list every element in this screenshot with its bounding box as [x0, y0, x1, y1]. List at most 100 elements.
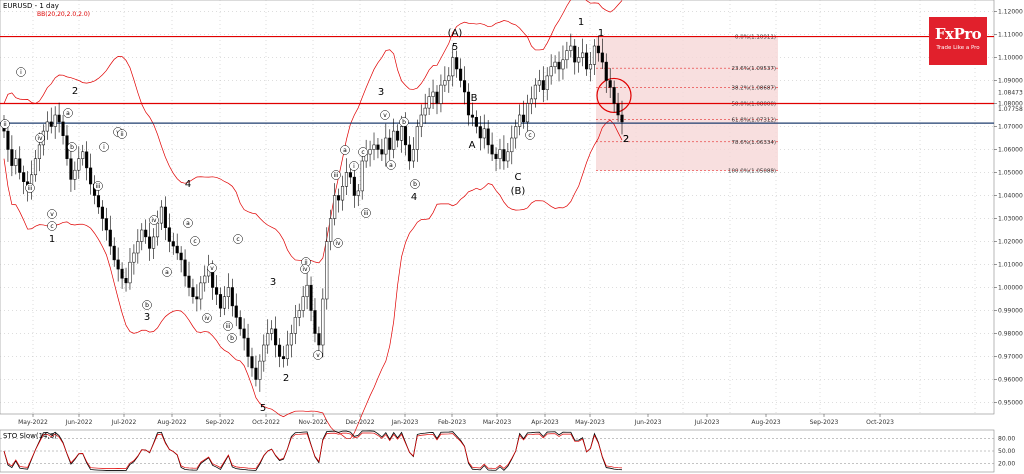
- candle-body: [549, 66, 553, 77]
- candle-body: [620, 114, 624, 123]
- candle-body: [258, 360, 262, 380]
- wave-label: 1: [598, 28, 604, 39]
- candle-body: [167, 227, 171, 242]
- candle-body: [246, 337, 250, 357]
- wave-small-label: i: [353, 163, 355, 170]
- candles: [2, 33, 624, 392]
- candle-body: [89, 167, 93, 185]
- wave-small-label: c: [50, 223, 53, 230]
- candle-body: [301, 296, 305, 311]
- wave-label: B: [471, 93, 478, 104]
- candle-body: [529, 98, 534, 104]
- fib-level-label: 78.6%(1.06334): [731, 140, 776, 146]
- wave-small-label: iii: [333, 172, 338, 179]
- candle-body: [108, 229, 112, 247]
- candle-body: [120, 268, 124, 279]
- candle-body: [447, 75, 451, 81]
- wave-label: 1: [578, 17, 584, 28]
- wave-small-label: iv: [37, 135, 43, 142]
- fib-level-label: 50.0%(1.08000): [731, 102, 776, 108]
- candle-body: [541, 80, 545, 90]
- wave-small-label: b: [70, 144, 74, 151]
- wave-label: 3: [144, 312, 150, 323]
- candle-body: [112, 245, 116, 261]
- candle-body: [155, 222, 160, 238]
- candle-body: [136, 241, 140, 254]
- wave-circle: [358, 147, 368, 157]
- support-price-label: 1.07758: [998, 106, 1023, 113]
- wave-small-label: b: [145, 302, 149, 309]
- candle-body: [600, 52, 604, 63]
- candle-body: [293, 317, 297, 334]
- wave-circle: [183, 218, 193, 228]
- candle-body: [478, 126, 482, 139]
- wave-circle: [47, 221, 57, 231]
- current-price-label: 1.08473: [998, 90, 1023, 97]
- candle-body: [199, 282, 203, 300]
- candle-body: [498, 149, 502, 159]
- candle-body: [183, 259, 187, 277]
- wave-circle: [0, 119, 10, 129]
- candle-body: [37, 144, 41, 159]
- fib-level-label: 100.0%(1.05088): [728, 168, 776, 174]
- candle-body: [144, 229, 148, 238]
- candle-body: [411, 149, 415, 162]
- wave-small-label: b: [413, 181, 417, 188]
- candle-body: [22, 172, 26, 182]
- candle-body: [545, 75, 549, 90]
- wave-circle: [349, 161, 359, 171]
- candle-body: [100, 206, 104, 219]
- logo-brand: FxPro: [934, 25, 982, 43]
- wave-small-label: v: [210, 265, 214, 272]
- wave-label: 4: [411, 192, 417, 203]
- candle-body: [262, 344, 266, 362]
- candle-body: [348, 172, 352, 178]
- candle-body: [305, 284, 309, 297]
- price-tick-label: 0.95000: [998, 400, 1023, 407]
- wave-small-label: iii: [27, 185, 32, 192]
- time-tick-label: Dec-2022: [345, 419, 374, 426]
- candle-body: [573, 45, 577, 63]
- candle-body: [514, 126, 518, 139]
- candle-body: [6, 130, 10, 150]
- wave-small-label: a: [66, 110, 70, 117]
- time-tick-label: Jan-2023: [391, 419, 419, 426]
- time-axis: May-2022 Jun-2022 Jul-2022 Aug-2022 Sep-2022…: [18, 414, 894, 426]
- candle-body: [462, 80, 467, 93]
- candle-body: [344, 172, 349, 187]
- price-tick-label: 0.97000: [998, 354, 1023, 361]
- time-tick-label: Sep-2022: [206, 419, 235, 426]
- candle-body: [466, 91, 471, 116]
- candle-body: [561, 59, 565, 70]
- stochastic-level-label: 20.00: [998, 461, 1015, 468]
- wave-small-label: iv: [335, 240, 341, 247]
- wave-circle: [190, 236, 200, 246]
- wave-circle: [380, 110, 390, 120]
- price-tick-label: 1.02000: [998, 239, 1023, 246]
- candle-body: [506, 151, 510, 162]
- candle-body: [81, 151, 85, 159]
- symbol-label: EURUSD - 1 day: [3, 2, 59, 10]
- fibonacci-zone: 0.0%(1.10911) 23.6%(1.09537) 38.2%(1.08687…: [596, 35, 778, 174]
- wave-circle: [333, 238, 343, 248]
- time-tick-label: Oct-2023: [866, 419, 894, 426]
- candle-body: [96, 195, 101, 208]
- candle-body: [317, 333, 321, 346]
- wave-small-label: iii: [95, 183, 100, 190]
- wave-circle: [47, 209, 57, 219]
- candle-body: [175, 245, 179, 254]
- wave-small-label: a: [389, 162, 393, 169]
- wave-circle: [202, 313, 212, 323]
- time-tick-label: May-2023: [575, 419, 605, 426]
- price-tick-label: 1.07000: [998, 124, 1023, 131]
- candle-body: [191, 287, 195, 297]
- fib-level-label: 38.2%(1.08687): [731, 86, 776, 92]
- candle-body: [215, 287, 219, 295]
- price-tick-label: 1.01000: [998, 262, 1023, 269]
- candle-body: [510, 137, 514, 153]
- candle-body: [427, 96, 431, 109]
- main-panel: [0, 0, 995, 415]
- candle-body: [309, 284, 313, 311]
- candle-body: [392, 130, 396, 150]
- wave-small-label: iv: [302, 266, 308, 273]
